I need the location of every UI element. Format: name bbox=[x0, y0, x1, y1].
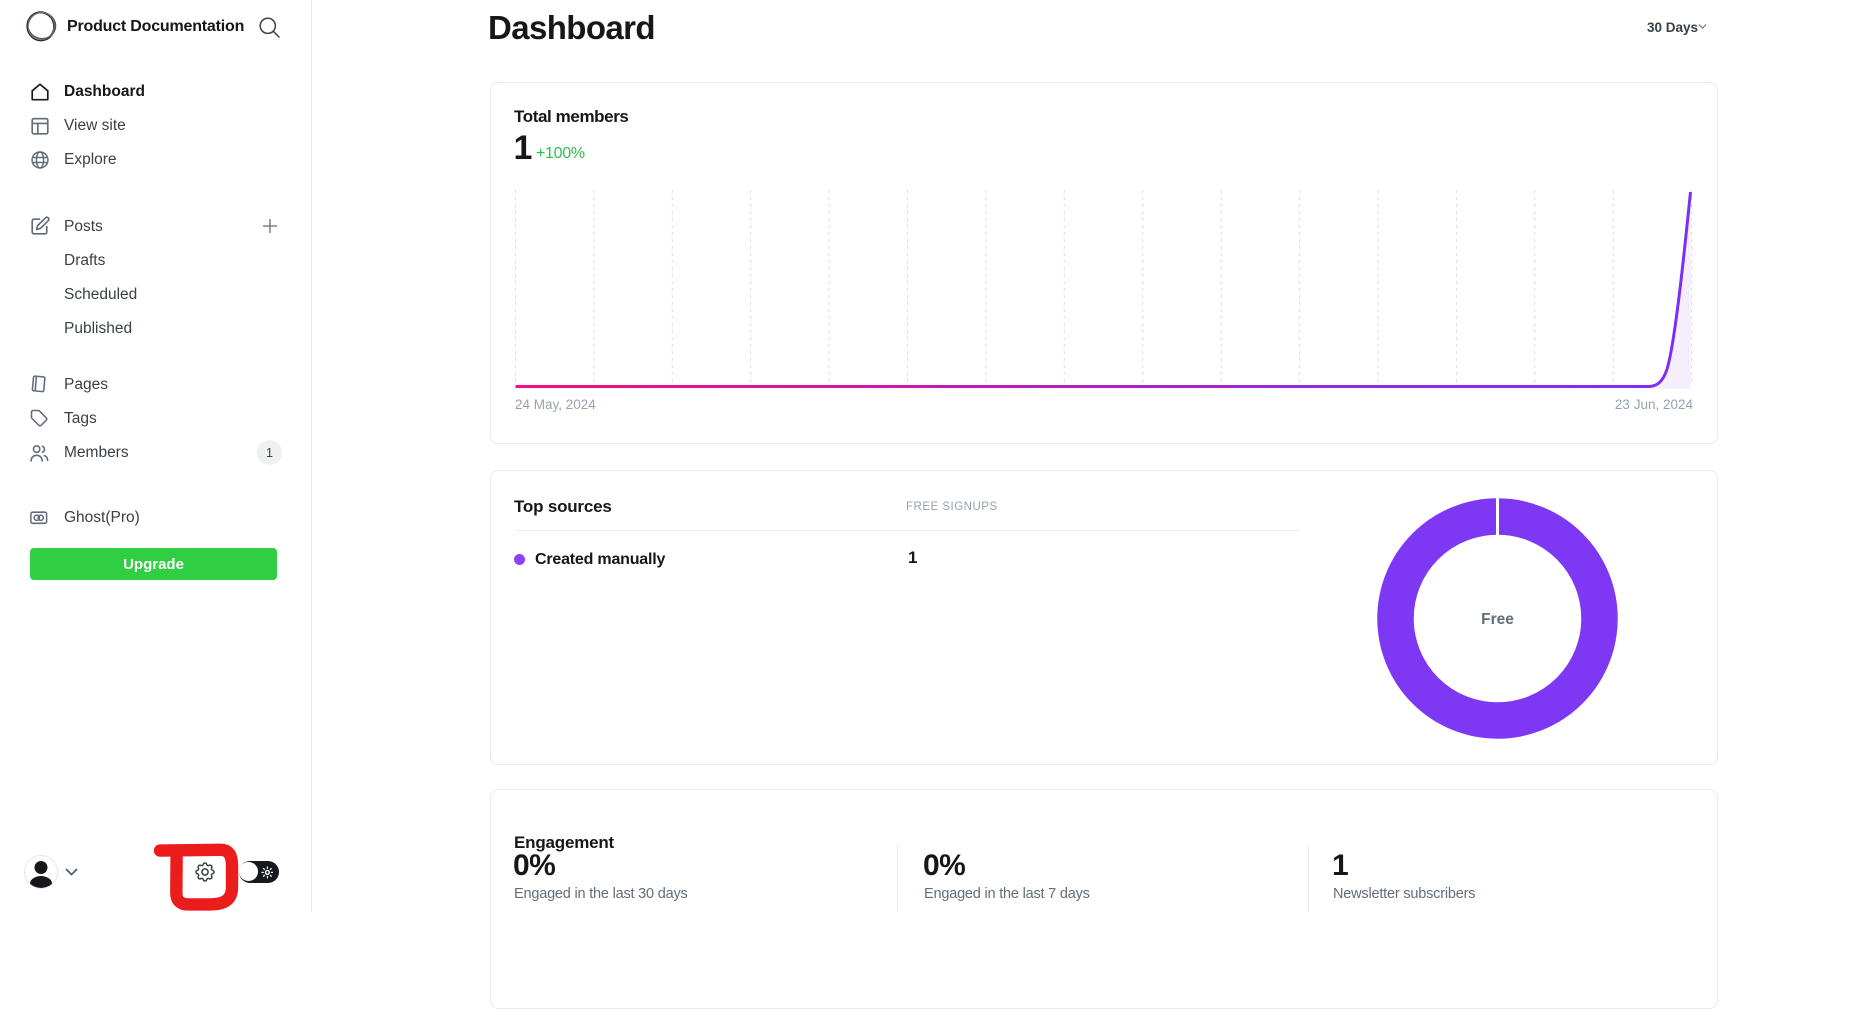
svg-text:Free: Free bbox=[1481, 611, 1514, 628]
